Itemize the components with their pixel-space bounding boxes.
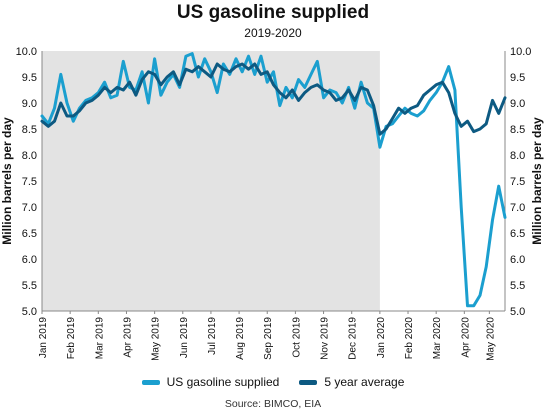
y-tick-left-label: 5.5 xyxy=(22,280,37,292)
y-tick-right-label: 8.0 xyxy=(510,150,525,162)
x-tick-label: Mar 2019 xyxy=(94,317,105,360)
y-tick-left-label: 5.0 xyxy=(22,306,37,318)
chart-title: US gasoline supplied xyxy=(176,2,370,23)
legend-item-gasoline: US gasoline supplied xyxy=(141,375,280,389)
y-tick-left-label: 9.5 xyxy=(22,72,37,84)
y-tick-right-label: 9.0 xyxy=(510,98,525,110)
series-line-5-year-average xyxy=(40,62,507,136)
x-tick-label: May 2019 xyxy=(151,317,162,361)
y-tick-left-label: 6.5 xyxy=(22,228,37,240)
x-tick-label: Jan 2020 xyxy=(376,317,387,359)
x-tick-label: May 2020 xyxy=(485,317,496,361)
x-tick-label: Jan 2019 xyxy=(38,317,49,359)
y-tick-left-label: 10.0 xyxy=(16,46,37,58)
x-tick-label: Sep 2019 xyxy=(263,317,274,360)
y-tick-left-label: 7.0 xyxy=(22,202,37,214)
x-tick-label: Dec 2019 xyxy=(348,317,359,360)
y-axis-label-left: Million barrels per day xyxy=(0,117,14,245)
x-tick-label: Jun 2019 xyxy=(179,317,190,359)
y-axis-label-right: Million barrels per day xyxy=(530,117,544,245)
x-tick-label: Apr 2019 xyxy=(122,317,133,358)
y-tick-right-label: 6.0 xyxy=(510,254,525,266)
y-tick-right-label: 7.0 xyxy=(510,202,525,214)
y-tick-right-label: 10.0 xyxy=(510,46,531,58)
x-tick-label: Mar 2020 xyxy=(432,317,443,360)
y-tick-left-label: 8.0 xyxy=(22,150,37,162)
x-tick-label: Feb 2020 xyxy=(404,317,415,360)
y-tick-left-label: 8.5 xyxy=(22,124,37,136)
chart-subtitle: 2019-2020 xyxy=(244,26,302,40)
x-tick-label: Oct 2019 xyxy=(291,317,302,358)
x-tick-label: Aug 2019 xyxy=(235,317,246,360)
series-line-gasoline-supplied xyxy=(40,52,507,308)
x-tick-label: Jul 2019 xyxy=(207,317,218,355)
legend-label-5yr-avg: 5 year average xyxy=(324,375,405,389)
y-tick-right-label: 6.5 xyxy=(510,228,525,240)
x-tick-label: Feb 2019 xyxy=(66,317,77,360)
y-tick-left-label: 9.0 xyxy=(22,98,37,110)
y-tick-left-label: 6.0 xyxy=(22,254,37,266)
y-tick-right-label: 7.5 xyxy=(510,176,525,188)
y-tick-right-label: 5.0 xyxy=(510,306,525,318)
legend-item-5yr-avg: 5 year average xyxy=(299,375,404,389)
legend-label-gasoline: US gasoline supplied xyxy=(166,375,280,389)
x-tick-label: Nov 2019 xyxy=(320,317,331,360)
legend-swatch-5yr-avg xyxy=(299,379,318,385)
y-tick-right-label: 5.5 xyxy=(510,280,525,292)
source-note: Source: BIMCO, EIA xyxy=(224,398,322,410)
legend-swatch-gasoline xyxy=(141,379,160,385)
legend: US gasoline supplied 5 year average xyxy=(0,375,546,389)
y-tick-left-label: 7.5 xyxy=(22,176,37,188)
y-tick-right-label: 8.5 xyxy=(510,124,525,136)
x-tick-label: Apr 2020 xyxy=(460,317,471,358)
y-tick-right-label: 9.5 xyxy=(510,72,525,84)
